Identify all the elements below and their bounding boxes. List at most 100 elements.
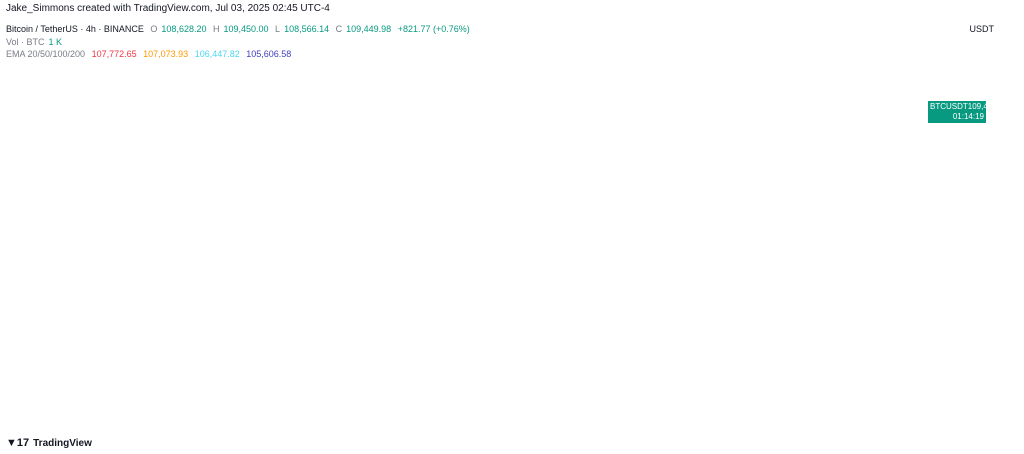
volume-bar	[158, 320, 164, 362]
volume-legend[interactable]: Vol · BTC 1 K	[6, 37, 63, 47]
candle-body	[99, 81, 106, 110]
volume-bar	[144, 334, 150, 362]
candle-body	[452, 159, 459, 183]
candle-body	[393, 139, 400, 164]
volume-bar	[831, 321, 837, 362]
candle-body	[570, 185, 577, 192]
candle-body	[343, 229, 350, 249]
volume-bar	[470, 345, 476, 362]
rsi-pane[interactable]: RSI 14 close 63.71 80.00 40.00	[6, 363, 1013, 404]
volume-bar	[214, 351, 220, 362]
candle-body	[351, 195, 358, 230]
volume-bars	[6, 306, 837, 362]
time-tick-label: 3	[830, 414, 835, 423]
candle-body	[208, 145, 215, 171]
candle-body	[814, 130, 820, 144]
volume-bar	[657, 340, 663, 362]
candle-body	[335, 202, 341, 249]
ema-legend[interactable]: EMA 20/50/100/200 107,772.65 107,073.93 …	[6, 49, 292, 59]
rsi-tick-label: 80.00	[992, 366, 1013, 375]
volume-bar	[68, 337, 74, 362]
candle-body	[654, 174, 661, 192]
time-tick-label: 5	[328, 414, 333, 423]
volume-bar	[408, 339, 414, 362]
volume-bar	[560, 346, 566, 362]
price-tick-label: 96,850.00	[976, 344, 1012, 353]
volume-bar	[650, 347, 656, 362]
candle-body	[133, 121, 140, 142]
candle-body	[301, 178, 308, 183]
volume-bar	[338, 340, 344, 362]
price-tick-label: 97,850.00	[976, 324, 1012, 333]
volume-bar	[609, 343, 615, 362]
candle-body	[309, 178, 316, 184]
volume-bar	[720, 346, 726, 362]
candle-body	[24, 209, 30, 220]
time-tick-label: 9	[938, 414, 943, 423]
time-tick-label: 21	[613, 414, 622, 423]
candle-body	[461, 182, 467, 197]
volume-bar	[623, 352, 629, 362]
volume-bar	[331, 347, 338, 362]
volume-bar	[82, 346, 88, 362]
volume-bar	[318, 338, 324, 362]
volume-bar	[366, 335, 372, 362]
time-tick-label: 11	[434, 414, 443, 423]
candle-body	[612, 211, 619, 232]
volume-bar	[519, 342, 525, 362]
candle-body	[40, 183, 47, 197]
volume-bar	[789, 345, 795, 362]
time-tick-label: Jul	[791, 414, 801, 423]
ema-100-line	[9, 154, 834, 293]
candle-body	[150, 100, 157, 112]
change-value: +821.77 (+0.76%)	[397, 24, 470, 34]
candle-body	[561, 183, 568, 192]
fib-retracement[interactable]: 1 (111,973.72) 0.786 (109,026.15) 0.618 (1…	[6, 59, 928, 327]
symbol-header: Bitcoin / TetherUS · 4h · BINANCE O 108,6…	[6, 24, 470, 34]
time-tick-label: 25	[147, 414, 156, 423]
price-axis[interactable]: 112,000.00110,000.00108,000.00106,000.00…	[971, 14, 1013, 428]
price-tick-label: 108,000.00	[972, 130, 1013, 139]
candle-body	[377, 171, 383, 179]
volume-bar	[477, 310, 483, 362]
volume-bar	[116, 334, 123, 362]
price-tick-label: 106,000.00	[972, 167, 1013, 176]
candle-body	[645, 191, 652, 236]
volume-bar	[26, 333, 32, 362]
volume-bar	[810, 347, 816, 362]
current-price-tag: BTCUSDT 109,449.98 01:14:19	[928, 101, 1008, 123]
volume-bar	[817, 340, 823, 362]
volume-bar	[248, 339, 254, 362]
candle-body	[242, 204, 249, 208]
candle-body	[603, 202, 610, 212]
volume-bar	[685, 321, 691, 362]
time-tick-label: 23	[111, 414, 120, 423]
volume-bar	[75, 353, 81, 362]
candle-body	[435, 116, 442, 136]
volume-bar	[186, 333, 192, 362]
volume-bar	[110, 341, 116, 362]
volume-bar	[727, 339, 733, 362]
candle-body	[553, 165, 560, 184]
fib-label: 0.382 (103,461.58)	[848, 214, 916, 223]
volume-bar	[123, 322, 130, 362]
ema200-value: 105,606.58	[246, 49, 292, 59]
candle-body	[124, 135, 131, 142]
volume-bar	[442, 350, 448, 362]
time-tick-label: 27	[183, 414, 192, 423]
time-tick-label: Jun	[252, 414, 265, 423]
time-axis[interactable]: 7 19 21 23 25 27 29 Jun 3 5 7 9 11 13 15 17 19 21 23 25 27 29…	[0, 407, 972, 423]
candle-body	[7, 223, 14, 228]
candle-body	[91, 66, 98, 81]
candle-body	[587, 187, 594, 192]
symbol-title[interactable]: Bitcoin / TetherUS · 4h · BINANCE	[6, 24, 144, 34]
candle-body	[637, 235, 644, 295]
volume-bar	[539, 344, 546, 362]
volume-bar	[498, 340, 504, 362]
volume-bar	[643, 354, 650, 362]
volume-bar	[324, 354, 331, 362]
candle-body	[419, 90, 425, 101]
volume-bar	[546, 337, 552, 362]
candle-body	[234, 202, 241, 208]
